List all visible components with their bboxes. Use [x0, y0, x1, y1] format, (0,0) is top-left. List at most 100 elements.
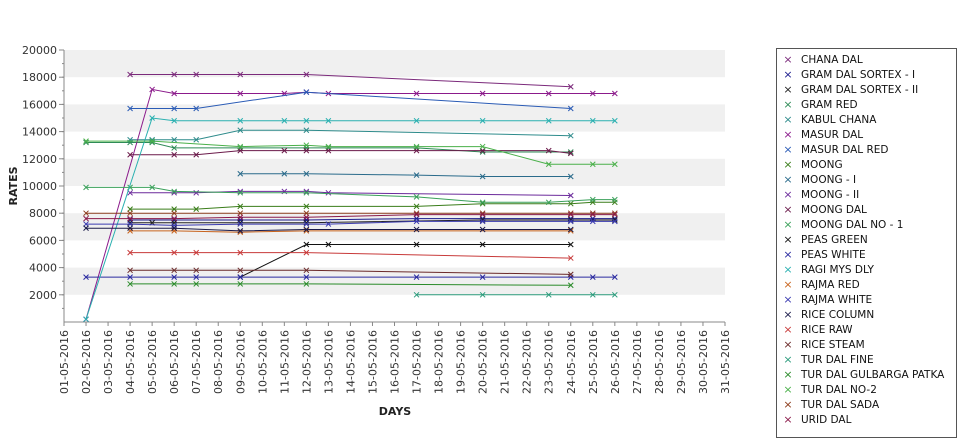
data-point [567, 200, 574, 207]
data-point [193, 189, 200, 196]
data-point [237, 221, 244, 227]
data-point [149, 184, 155, 191]
data-point [193, 267, 200, 274]
data-point [171, 117, 178, 124]
legend: × CHANA DAL × GRAM DAL SORTEX - I × GRAM DAL … [776, 48, 957, 438]
data-point [325, 143, 332, 150]
data-point [479, 226, 486, 233]
x-tick-label: 09-05-2016 [234, 330, 247, 394]
series-line [86, 142, 571, 153]
y-tick-label: 20000 [22, 44, 57, 57]
data-point [193, 71, 200, 78]
data-point [479, 147, 486, 154]
x-tick-label: 24-05-2016 [565, 330, 578, 394]
data-point [303, 147, 310, 154]
legend-item: × RICE STEAM [781, 337, 864, 352]
x-tick-label: 30-05-2016 [697, 330, 710, 394]
data-point [567, 132, 574, 139]
data-point [237, 274, 244, 280]
legend-label: RICE RAW [801, 323, 853, 336]
y-axis-title: RATES [7, 166, 20, 205]
data-point [413, 218, 420, 225]
data-point [479, 143, 486, 150]
series-line [86, 214, 615, 220]
data-point [171, 145, 178, 151]
data-point [171, 215, 178, 222]
y-tick-label: 14000 [22, 126, 57, 139]
data-point [611, 218, 618, 225]
legend-label: TUR DAL FINE [801, 353, 874, 366]
legend-label: GRAM DAL SORTEX - II [801, 83, 919, 96]
data-point [413, 274, 420, 280]
series [83, 184, 618, 206]
legend-label: PEAS WHITE [801, 248, 866, 261]
legend-item: × MOONG DAL NO - 1 [781, 217, 903, 232]
legend-item: × GRAM DAL SORTEX - II [781, 82, 918, 97]
data-point [237, 117, 244, 124]
data-point [127, 281, 133, 287]
legend-marker-icon: × [783, 143, 793, 156]
data-point [171, 188, 178, 195]
data-point [479, 274, 486, 280]
x-tick-label: 13-05-2016 [322, 330, 335, 394]
data-point [567, 271, 574, 278]
series [127, 228, 574, 236]
data-point [303, 226, 310, 233]
x-tick-label: 27-05-2016 [631, 330, 644, 394]
data-point [611, 90, 618, 97]
data-point [413, 291, 420, 298]
data-point [611, 274, 618, 280]
legend-label: MOONG - II [801, 188, 860, 201]
data-point [171, 225, 178, 232]
data-point [303, 274, 310, 280]
data-point [171, 151, 178, 158]
legend-item: × MOONG - II [781, 187, 859, 202]
data-point [149, 138, 155, 144]
series [83, 138, 618, 168]
x-tick-label: 01-05-2016 [58, 330, 71, 394]
series-line [130, 201, 615, 210]
legend-marker-icon: × [783, 188, 793, 201]
grid-bands [64, 50, 725, 322]
data-point [83, 184, 89, 191]
data-point [237, 189, 244, 196]
data-point [281, 117, 288, 124]
x-tick-label: 23-05-2016 [543, 330, 556, 394]
data-point [303, 89, 310, 96]
x-tick-label: 31-05-2016 [719, 330, 732, 394]
data-point [413, 241, 420, 248]
series [83, 115, 618, 323]
data-point [127, 206, 133, 212]
data-point [479, 218, 486, 225]
x-tick-label: 25-05-2016 [587, 330, 600, 394]
legend-marker-icon: × [783, 218, 793, 231]
data-point [567, 241, 574, 248]
legend-label: URID DAL [801, 413, 852, 426]
x-tick-label: 21-05-2016 [499, 330, 512, 394]
data-point [303, 210, 310, 217]
x-tick-label: 07-05-2016 [190, 330, 203, 394]
legend-label: PEAS GREEN [801, 233, 868, 246]
data-point [589, 218, 596, 225]
data-point [83, 221, 89, 227]
series-layer [83, 71, 618, 323]
legend-item: × URID DAL [781, 412, 851, 427]
legend-marker-icon: × [783, 368, 793, 381]
data-point [193, 206, 200, 212]
series [127, 127, 574, 143]
legend-item: × TUR DAL FINE [781, 352, 874, 367]
series [83, 218, 618, 229]
legend-label: CHANA DAL [801, 53, 863, 66]
data-point [589, 196, 596, 203]
legend-label: GRAM DAL SORTEX - I [801, 68, 916, 81]
data-point [237, 127, 244, 134]
data-point [413, 203, 420, 210]
series-line [86, 140, 615, 165]
y-tick-label: 4000 [29, 262, 57, 275]
grid-band [64, 158, 725, 186]
legend-marker-icon: × [783, 383, 793, 396]
series-line [130, 219, 615, 224]
data-point [567, 105, 574, 112]
data-point [303, 127, 310, 134]
legend-label: KABUL CHANA [801, 113, 877, 126]
